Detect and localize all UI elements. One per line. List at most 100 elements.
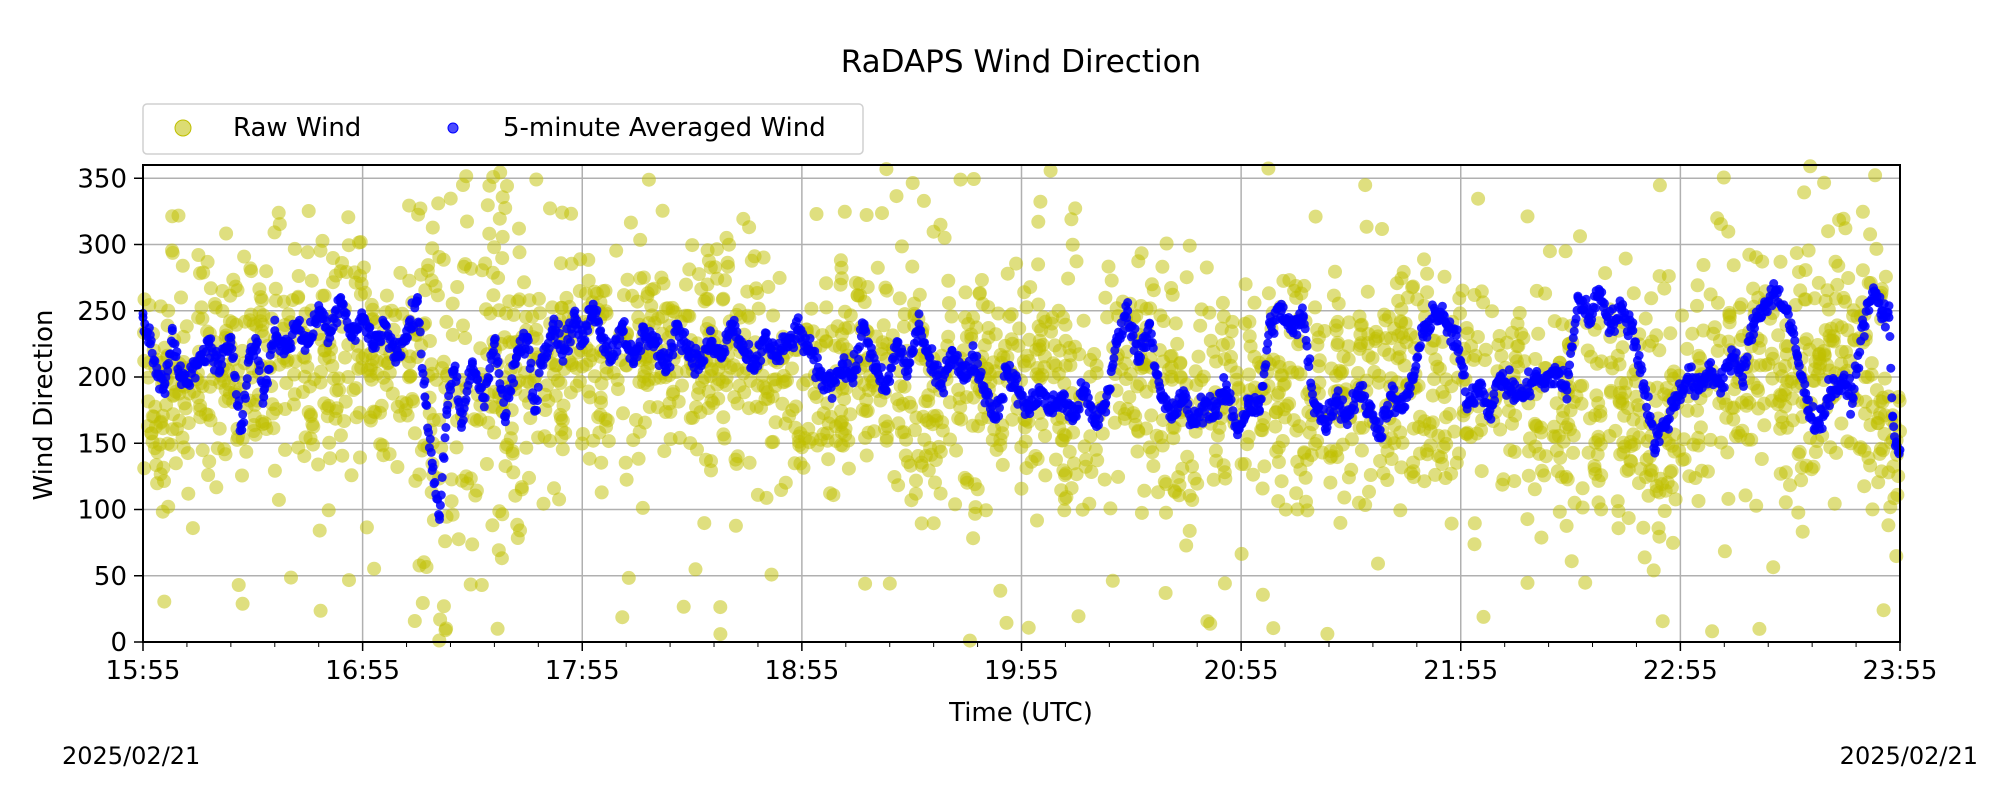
averaged-wind-point — [1496, 372, 1506, 382]
averaged-wind-point — [145, 339, 155, 349]
raw-wind-point — [1425, 415, 1440, 430]
raw-wind-point — [1591, 396, 1606, 411]
raw-wind-point — [1789, 246, 1804, 261]
averaged-wind-point — [812, 353, 822, 363]
raw-wind-point — [1512, 306, 1527, 320]
raw-wind-point — [722, 237, 736, 252]
raw-wind-point — [1476, 609, 1491, 624]
raw-wind-point — [754, 400, 768, 415]
raw-wind-point — [1578, 575, 1593, 590]
raw-wind-point — [432, 633, 447, 648]
raw-wind-point — [1158, 586, 1173, 600]
y-tick-label: 50 — [94, 562, 127, 592]
raw-wind-point — [1274, 474, 1289, 489]
averaged-wind-point — [885, 377, 895, 386]
averaged-wind-point — [1305, 354, 1315, 364]
raw-wind-point — [715, 292, 730, 307]
raw-wind-point — [291, 269, 306, 283]
raw-wind-point — [203, 281, 218, 296]
averaged-wind-point — [1529, 372, 1539, 382]
raw-wind-point — [179, 319, 194, 334]
averaged-wind-point — [332, 318, 342, 328]
raw-wind-point — [1691, 348, 1706, 363]
raw-wind-point — [1424, 341, 1439, 356]
raw-wind-point — [1373, 454, 1388, 468]
raw-wind-point — [1238, 316, 1252, 331]
averaged-wind-point — [1463, 399, 1473, 408]
averaged-wind-point — [175, 372, 185, 382]
raw-wind-point — [1818, 323, 1833, 338]
raw-wind-point — [1062, 444, 1077, 459]
raw-wind-point — [376, 448, 391, 463]
raw-wind-point — [1832, 213, 1847, 228]
raw-wind-point — [1017, 285, 1032, 300]
averaged-wind-point — [1540, 379, 1550, 389]
raw-wind-point — [654, 270, 669, 285]
averaged-wind-point — [1562, 385, 1572, 395]
averaged-wind-point — [526, 358, 536, 368]
averaged-wind-point — [308, 329, 318, 339]
raw-wind-point — [1242, 367, 1256, 382]
raw-wind-point — [879, 430, 894, 445]
raw-wind-point — [721, 259, 736, 274]
raw-wind-point — [916, 193, 931, 208]
y-axis-label: Wind Direction — [29, 309, 59, 500]
averaged-wind-point — [1105, 384, 1115, 394]
raw-wind-point — [498, 201, 513, 215]
raw-wind-point — [944, 309, 959, 324]
raw-wind-point — [1049, 452, 1063, 467]
raw-wind-point — [882, 576, 897, 591]
raw-wind-point — [414, 267, 429, 282]
averaged-wind-point — [870, 365, 880, 375]
raw-wind-point — [1531, 326, 1546, 341]
raw-wind-point — [788, 420, 803, 435]
averaged-wind-point — [558, 356, 568, 366]
raw-wind-point — [1444, 516, 1459, 531]
raw-wind-point — [502, 294, 517, 309]
averaged-wind-point — [1846, 409, 1856, 419]
raw-wind-point — [716, 410, 731, 425]
raw-wind-point — [424, 357, 439, 372]
averaged-wind-point — [705, 339, 715, 349]
averaged-wind-point — [1012, 374, 1022, 384]
raw-wind-point — [914, 516, 929, 531]
averaged-wind-point — [668, 350, 678, 360]
raw-wind-point — [1130, 444, 1145, 459]
raw-wind-point — [1795, 524, 1810, 539]
raw-wind-point — [291, 290, 305, 305]
raw-wind-point — [376, 370, 391, 385]
raw-wind-point — [1575, 481, 1590, 496]
averaged-wind-point — [1864, 306, 1874, 315]
averaged-wind-point — [1302, 341, 1312, 351]
raw-wind-point — [1432, 361, 1447, 376]
raw-wind-point — [1621, 511, 1636, 526]
raw-wind-point — [1491, 338, 1506, 352]
raw-wind-point — [1122, 390, 1137, 405]
averaged-wind-point — [925, 359, 935, 369]
raw-wind-point — [1271, 355, 1286, 370]
raw-wind-point — [1175, 461, 1190, 476]
raw-wind-point — [1664, 463, 1679, 478]
raw-wind-point — [894, 239, 909, 254]
averaged-wind-point — [636, 346, 646, 356]
raw-wind-point — [1423, 438, 1438, 453]
raw-wind-point — [1406, 470, 1421, 485]
raw-wind-point — [1661, 436, 1676, 451]
raw-wind-point — [1240, 437, 1255, 452]
averaged-wind-point — [1650, 438, 1660, 448]
raw-wind-point — [623, 215, 638, 230]
raw-wind-point — [1354, 443, 1369, 458]
raw-wind-point — [1587, 462, 1602, 477]
averaged-wind-point — [1470, 398, 1479, 408]
raw-wind-point — [1243, 339, 1258, 354]
raw-wind-point — [1650, 380, 1665, 395]
raw-wind-point — [323, 451, 337, 466]
averaged-wind-point — [859, 319, 869, 329]
raw-wind-point — [631, 451, 646, 466]
averaged-wind-point — [1459, 370, 1469, 380]
raw-wind-point — [1476, 295, 1491, 310]
raw-wind-point — [1353, 338, 1368, 353]
averaged-wind-point — [732, 327, 742, 337]
averaged-wind-point — [1606, 319, 1616, 329]
averaged-wind-point — [804, 346, 814, 355]
